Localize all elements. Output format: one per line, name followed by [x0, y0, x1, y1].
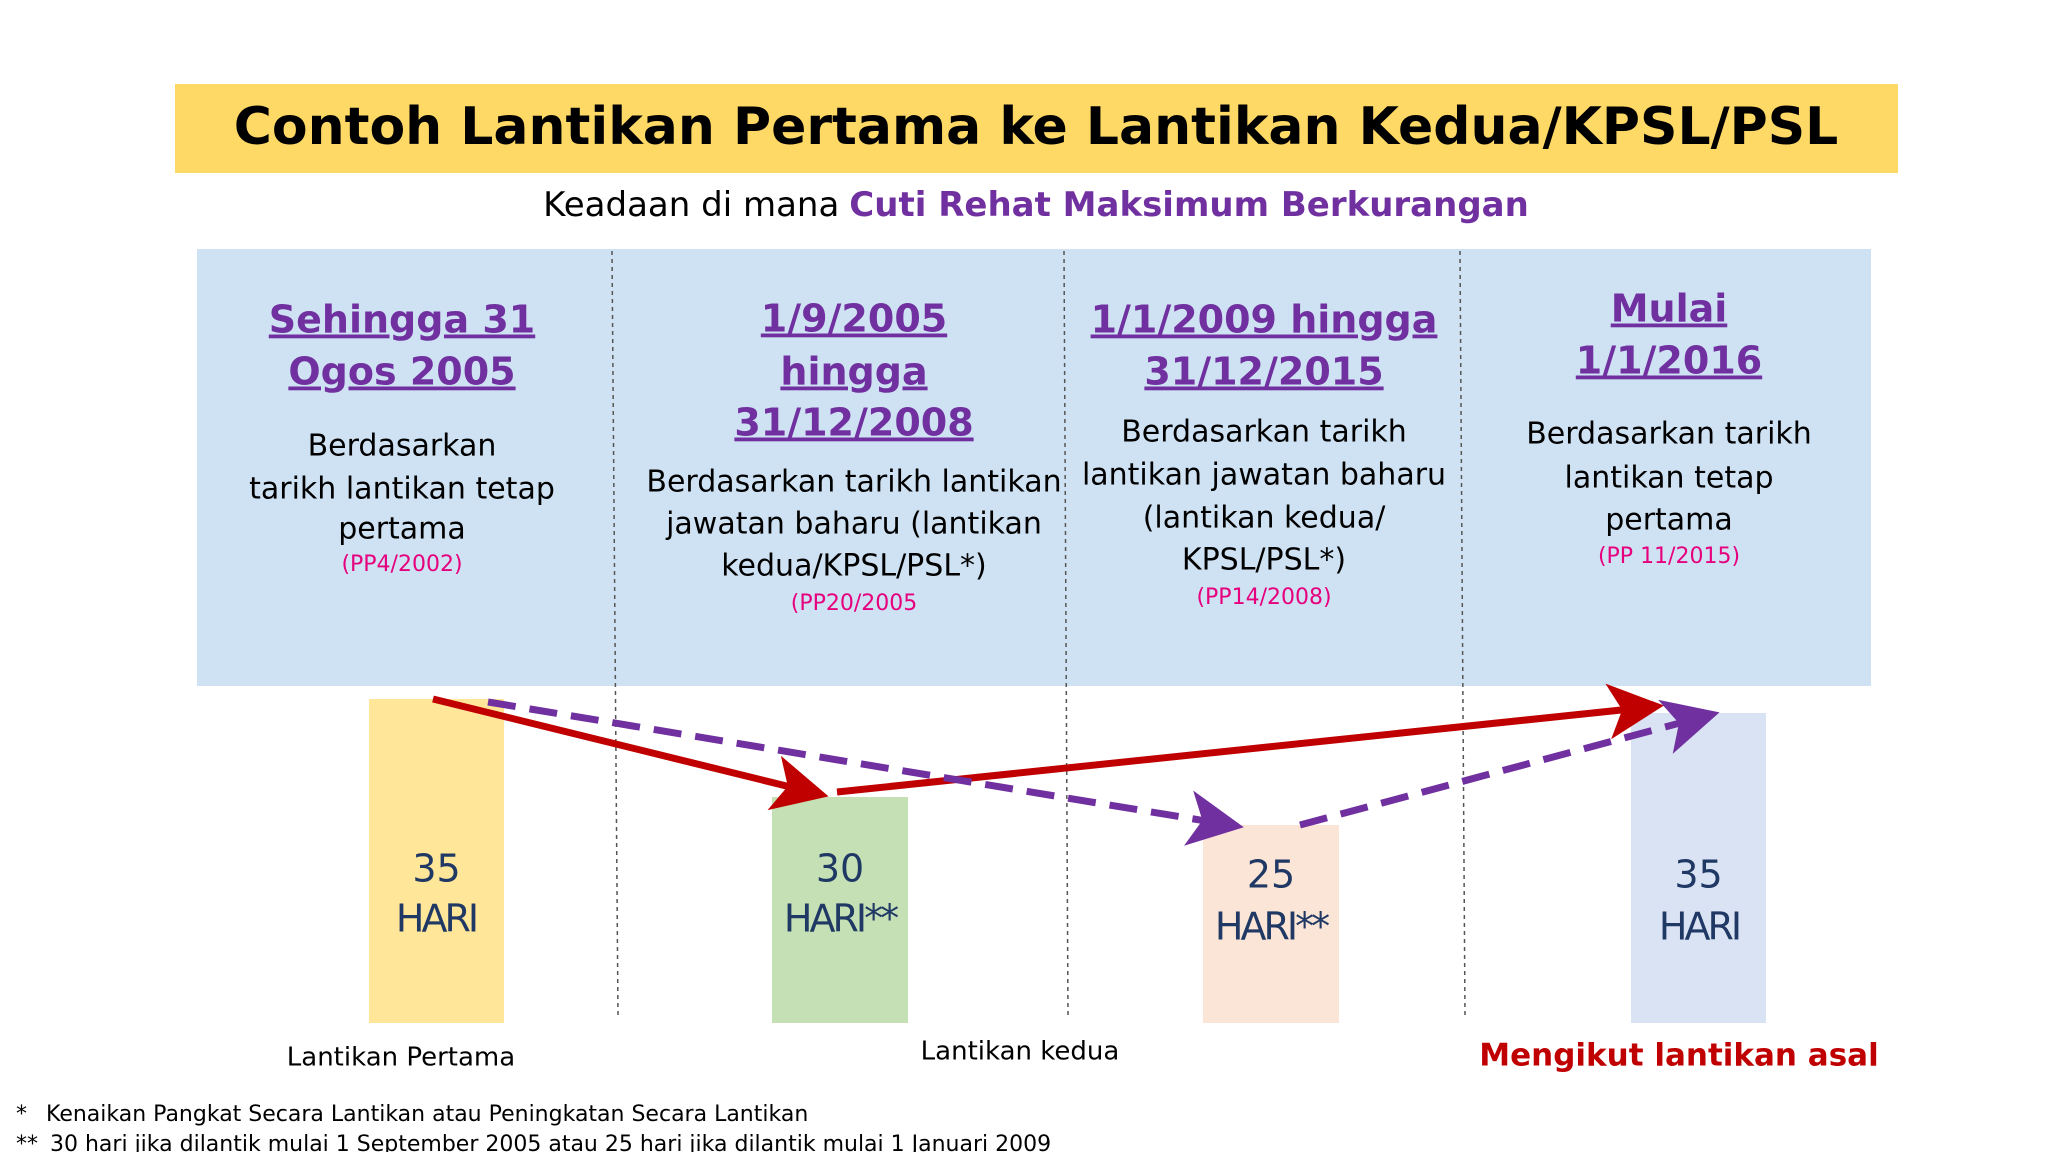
- footnote-marker: **: [16, 1132, 38, 1152]
- period-description: tarikh lantikan tetap: [249, 472, 555, 507]
- title: Contoh Lantikan Pertama ke Lantikan Kedu…: [234, 97, 1839, 157]
- leave-unit: HARI: [396, 897, 476, 941]
- bottom-label: Lantikan kedua: [921, 1037, 1120, 1067]
- period-heading: 1/1/2016: [1576, 339, 1762, 383]
- footnote: 30 hari jika dilantik mulai 1 September …: [50, 1132, 1051, 1152]
- subtitle-highlight: Cuti Rehat Maksimum Berkurangan: [849, 185, 1529, 225]
- leave-days: 35: [1674, 853, 1722, 897]
- reference: (PP14/2008): [1196, 585, 1331, 610]
- period-description: lantikan jawatan baharu: [1082, 458, 1446, 493]
- arrows: [432, 683, 1720, 846]
- period-heading: 31/12/2015: [1144, 350, 1383, 394]
- leave-bar: [369, 699, 504, 1023]
- period-panel: [197, 249, 1871, 686]
- arrow: [836, 683, 1664, 796]
- period-heading: 1/1/2009 hingga: [1091, 298, 1438, 342]
- subtitle: Keadaan di mana Cuti Rehat Maksimum Berku…: [543, 185, 1529, 225]
- period-heading: Ogos 2005: [288, 350, 515, 394]
- columns: Sehingga 31 Ogos 2005 Berdasarkan tarikh la…: [249, 287, 1812, 1023]
- period-heading: 31/12/2008: [734, 401, 973, 445]
- period-heading: 1/9/2005: [761, 297, 947, 341]
- leave-unit: HARI**: [1215, 905, 1329, 949]
- leave-bar: [1631, 713, 1766, 1023]
- period-description: Berdasarkan: [308, 429, 497, 464]
- period-description: lantikan tetap: [1564, 461, 1773, 496]
- reference: (PP20/2005: [791, 591, 918, 616]
- bottom-label: Mengikut lantikan asal: [1479, 1038, 1878, 1074]
- period-heading: hingga: [780, 350, 927, 394]
- period-description: KPSL/PSL*): [1182, 543, 1346, 578]
- period-description: Berdasarkan tarikh: [1121, 415, 1407, 450]
- period-description: Berdasarkan tarikh: [1526, 417, 1812, 452]
- period-description: kedua/KPSL/PSL*): [721, 549, 987, 584]
- footnote: Kenaikan Pangkat Secara Lantikan atau Pe…: [46, 1102, 808, 1127]
- leave-unit: HARI: [1659, 905, 1739, 949]
- period-heading: Mulai: [1611, 287, 1728, 331]
- subtitle-lead: Keadaan di mana: [543, 185, 839, 225]
- leave-bar: [772, 797, 908, 1023]
- period-description: Berdasarkan tarikh lantikan: [646, 465, 1061, 500]
- leave-days: 30: [816, 847, 864, 891]
- leave-bar: [1203, 825, 1339, 1023]
- footnote-marker: *: [16, 1102, 27, 1127]
- leave-unit: HARI**: [784, 897, 898, 941]
- period-description: jawatan baharu (lantikan: [665, 507, 1042, 542]
- period-heading: Sehingga 31: [269, 298, 535, 342]
- period-description: (lantikan kedua/: [1143, 501, 1387, 536]
- leave-days: 25: [1247, 853, 1295, 897]
- reference: (PP 11/2015): [1598, 544, 1740, 569]
- leave-days: 35: [412, 847, 460, 891]
- reference: (PP4/2002): [341, 552, 462, 577]
- period-description: pertama: [338, 512, 466, 547]
- arrow: [1299, 699, 1720, 829]
- bottom-label: Lantikan Pertama: [287, 1043, 515, 1073]
- period-description: pertama: [1605, 503, 1733, 538]
- arrow: [432, 695, 829, 811]
- title-banner: [175, 84, 1898, 173]
